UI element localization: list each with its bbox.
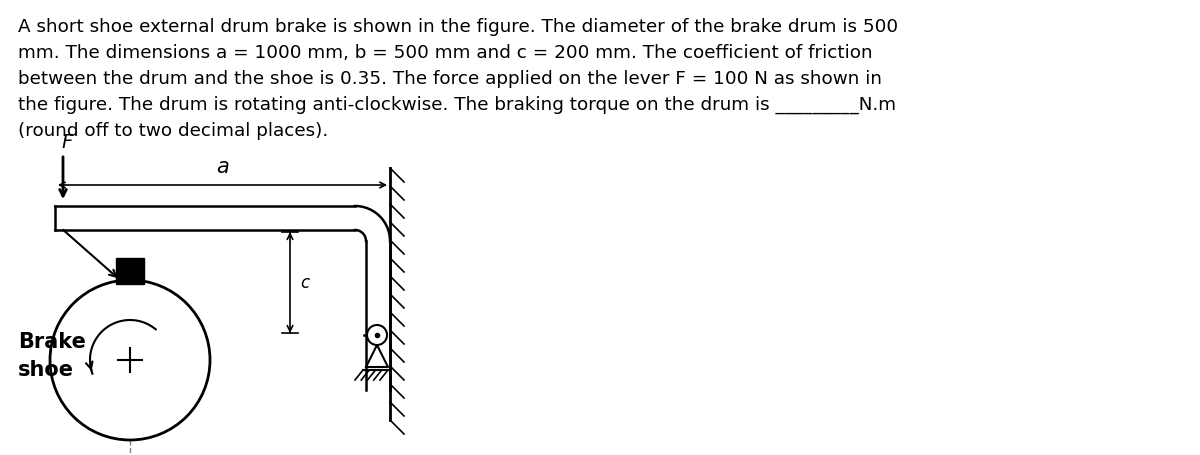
Text: the figure. The drum is rotating anti-clockwise. The braking torque on the drum : the figure. The drum is rotating anti-cl… [18,96,896,114]
Text: a: a [216,157,229,177]
Bar [116,258,144,284]
Text: Brake: Brake [18,332,86,352]
Polygon shape [366,345,388,367]
Text: mm. The dimensions a = 1000 mm, b = 500 mm and c = 200 mm. The coefficient of fr: mm. The dimensions a = 1000 mm, b = 500 … [18,44,872,62]
Circle shape [367,325,386,345]
Text: A short shoe external drum brake is shown in the figure. The diameter of the bra: A short shoe external drum brake is show… [18,18,898,36]
Text: c: c [300,273,310,292]
Text: (round off to two decimal places).: (round off to two decimal places). [18,122,329,140]
Text: F: F [61,133,72,152]
Text: shoe: shoe [18,360,74,380]
Text: between the drum and the shoe is 0.35. The force applied on the lever F = 100 N : between the drum and the shoe is 0.35. T… [18,70,882,88]
